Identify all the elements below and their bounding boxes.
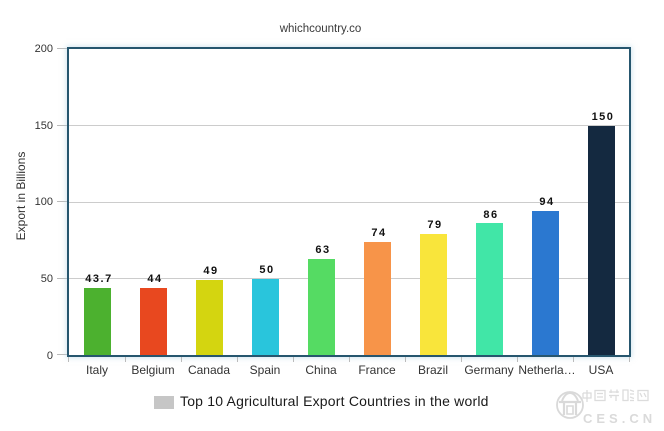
svg-text:CES.CN: CES.CN [583,411,656,426]
